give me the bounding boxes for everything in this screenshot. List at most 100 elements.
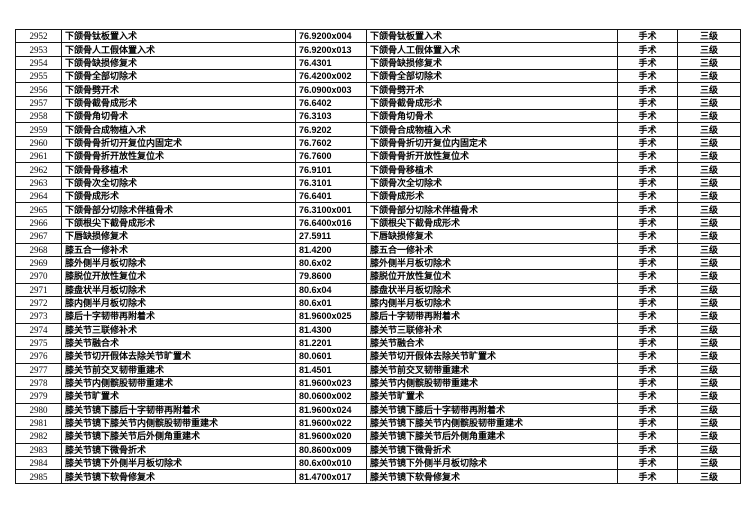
procedure-name-cell: 下颌骨合成物植入术 xyxy=(61,122,296,137)
category-cell: 手术 xyxy=(617,175,678,191)
table-row: 2957 下颌骨截骨成形术 76.6402 下颌骨截骨成形术 手术 三级 xyxy=(15,95,741,111)
row-number-cell: 2958 xyxy=(15,109,62,124)
procedure-code-cell: 81.4300 xyxy=(295,322,367,337)
procedure-name-repeat-cell: 下颌骨部分切除术伴植骨术 xyxy=(366,202,618,217)
row-number-cell: 2978 xyxy=(15,375,62,391)
level-cell: 三级 xyxy=(677,215,741,231)
row-number-cell: 2969 xyxy=(15,255,62,271)
procedure-name-cell: 膝关节镜下膝后十字韧带再附着术 xyxy=(61,402,296,417)
level-cell: 三级 xyxy=(677,28,741,44)
procedure-name-cell: 膝关节镜下膝关节后外侧角重建术 xyxy=(61,429,296,444)
category-cell: 手术 xyxy=(617,469,678,484)
row-number-cell: 2976 xyxy=(15,349,62,364)
procedure-name-cell: 膝关节内侧髌股韧带重建术 xyxy=(61,375,296,391)
category-cell: 手术 xyxy=(617,202,678,217)
procedure-name-cell: 下颌骨骨折切开复位内固定术 xyxy=(61,135,296,151)
table-row: 2977 膝关节前交叉韧带重建术 81.4501 膝关节前交叉韧带重建术 手术 三级 xyxy=(15,362,741,377)
row-number-cell: 2974 xyxy=(15,322,62,337)
level-cell: 三级 xyxy=(677,322,741,337)
level-cell: 三级 xyxy=(677,202,741,217)
level-cell: 三级 xyxy=(677,455,741,471)
procedure-name-repeat-cell: 膝关节镜下膝关节后外侧角重建术 xyxy=(366,429,618,444)
row-number-cell: 2955 xyxy=(15,69,62,84)
procedure-code-cell: 76.6402 xyxy=(295,95,367,111)
procedure-name-repeat-cell: 膝关节融合术 xyxy=(366,335,618,351)
procedure-name-cell: 下颌骨缺损修复术 xyxy=(61,55,296,71)
table-row: 2972 膝内侧半月板切除术 80.6x01 膝内侧半月板切除术 手术 三级 xyxy=(15,295,741,311)
category-cell: 手术 xyxy=(617,109,678,124)
category-cell: 手术 xyxy=(617,122,678,137)
procedure-code-cell: 76.6400x016 xyxy=(295,215,367,231)
row-number-cell: 2967 xyxy=(15,229,62,244)
procedure-code-cell: 80.6x00x010 xyxy=(295,455,367,471)
procedure-code-cell: 27.5911 xyxy=(295,229,367,244)
level-cell: 三级 xyxy=(677,149,741,164)
procedure-name-cell: 膝五合一修补术 xyxy=(61,242,296,257)
category-cell: 手术 xyxy=(617,189,678,204)
procedure-code-cell: 76.4301 xyxy=(295,55,367,71)
procedure-name-cell: 下颌骨部分切除术伴植骨术 xyxy=(61,202,296,217)
table-row: 2984 膝关节镜下外侧半月板切除术 80.6x00x010 膝关节镜下外侧半月板切除… xyxy=(15,455,741,471)
table-row: 2969 膝外侧半月板切除术 80.6x02 膝外侧半月板切除术 手术 三级 xyxy=(15,255,741,271)
category-cell: 手术 xyxy=(617,282,678,297)
procedure-name-repeat-cell: 下颌骨骨移植术 xyxy=(366,162,618,177)
level-cell: 三级 xyxy=(677,429,741,444)
procedure-code-cell: 80.8600x009 xyxy=(295,442,367,458)
procedure-code-cell: 76.4200x002 xyxy=(295,69,367,84)
row-number-cell: 2982 xyxy=(15,429,62,444)
category-cell: 手术 xyxy=(617,242,678,257)
table-row: 2961 下颌骨骨折开放性复位术 76.7600 下颌骨骨折开放性复位术 手术 三级 xyxy=(15,149,741,164)
row-number-cell: 2979 xyxy=(15,389,62,404)
procedure-name-repeat-cell: 下颌骨人工假体置入术 xyxy=(366,42,618,57)
row-number-cell: 2961 xyxy=(15,149,62,164)
procedure-name-cell: 下颌骨截骨成形术 xyxy=(61,95,296,111)
procedure-code-cell: 76.3103 xyxy=(295,109,367,124)
procedure-name-cell: 膝关节切开假体去除关节旷置术 xyxy=(61,349,296,364)
level-cell: 三级 xyxy=(677,255,741,271)
procedure-code-cell: 81.9600x020 xyxy=(295,429,367,444)
level-cell: 三级 xyxy=(677,389,741,404)
table-row: 2956 下颌骨劈开术 76.0900x003 下颌骨劈开术 手术 三级 xyxy=(15,82,741,97)
row-number-cell: 2968 xyxy=(15,242,62,257)
procedure-name-repeat-cell: 下唇缺损修复术 xyxy=(366,229,618,244)
row-number-cell: 2970 xyxy=(15,269,62,284)
procedure-code-cell: 80.6x04 xyxy=(295,282,367,297)
procedure-name-cell: 膝关节镜下微骨折术 xyxy=(61,442,296,458)
table-row: 2980 膝关节镜下膝后十字韧带再附着术 81.9600x024 膝关节镜下膝后十字韧… xyxy=(15,402,741,417)
procedure-code-cell: 80.6x01 xyxy=(295,295,367,311)
procedure-name-cell: 膝内侧半月板切除术 xyxy=(61,295,296,311)
category-cell: 手术 xyxy=(617,362,678,377)
table-row: 2979 膝关节旷置术 80.0600x002 膝关节旷置术 手术 三级 xyxy=(15,389,741,404)
level-cell: 三级 xyxy=(677,349,741,364)
row-number-cell: 2966 xyxy=(15,215,62,231)
level-cell: 三级 xyxy=(677,229,741,244)
category-cell: 手术 xyxy=(617,42,678,57)
procedure-name-repeat-cell: 下颌骨角切骨术 xyxy=(366,109,618,124)
row-number-cell: 2964 xyxy=(15,189,62,204)
category-cell: 手术 xyxy=(617,69,678,84)
procedure-name-cell: 膝脱位开放性复位术 xyxy=(61,269,296,284)
procedure-name-repeat-cell: 膝五合一修补术 xyxy=(366,242,618,257)
level-cell: 三级 xyxy=(677,309,741,324)
procedure-name-cell: 膝外侧半月板切除术 xyxy=(61,255,296,271)
procedure-code-cell: 76.9202 xyxy=(295,122,367,137)
category-cell: 手术 xyxy=(617,375,678,391)
row-number-cell: 2952 xyxy=(15,28,62,44)
category-cell: 手术 xyxy=(617,335,678,351)
procedure-name-repeat-cell: 膝盘状半月板切除术 xyxy=(366,282,618,297)
row-number-cell: 2972 xyxy=(15,295,62,311)
procedure-name-repeat-cell: 膝关节镜下外侧半月板切除术 xyxy=(366,455,618,471)
level-cell: 三级 xyxy=(677,122,741,137)
row-number-cell: 2963 xyxy=(15,175,62,191)
procedure-name-repeat-cell: 膝后十字韧带再附着术 xyxy=(366,309,618,324)
category-cell: 手术 xyxy=(617,162,678,177)
level-cell: 三级 xyxy=(677,442,741,458)
table-row: 2962 下颌骨骨移植术 76.9101 下颌骨骨移植术 手术 三级 xyxy=(15,162,741,177)
procedure-name-repeat-cell: 下颌骨成形术 xyxy=(366,189,618,204)
procedure-table: 2952 下颌骨钛板置入术 76.9200x004 下颌骨钛板置入术 手术 三级 2953 下… xyxy=(15,28,741,484)
procedure-name-cell: 下颌骨角切骨术 xyxy=(61,109,296,124)
procedure-name-repeat-cell: 膝关节镜下微骨折术 xyxy=(366,442,618,458)
procedure-name-repeat-cell: 膝关节内侧髌股韧带重建术 xyxy=(366,375,618,391)
category-cell: 手术 xyxy=(617,442,678,458)
category-cell: 手术 xyxy=(617,402,678,417)
